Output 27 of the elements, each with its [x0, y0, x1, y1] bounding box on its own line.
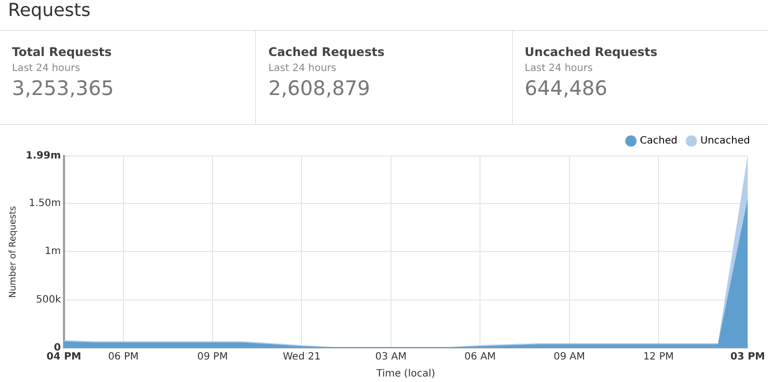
text: Last 24 hours [524, 63, 594, 74]
y-tick-label: 1m [44, 246, 61, 258]
x-tick-label: 04 PM [46, 352, 82, 363]
y-tick-label: 1.99m [26, 150, 61, 162]
text: Total Requests [12, 45, 113, 59]
text: 2,608,879 [268, 76, 372, 100]
x-tick-label: 09 AM [554, 352, 585, 363]
x-tick-label: Wed 21 [282, 352, 321, 363]
y-tick-label: 1.50m [28, 198, 61, 209]
text: Cached Requests [268, 45, 386, 59]
x-axis-title: Time (local) [375, 368, 436, 380]
x-tick-label: 03 AM [375, 352, 407, 363]
x-tick-label: 09 PM [197, 352, 228, 363]
y-tick-label: 500k [36, 294, 62, 306]
text: Last 24 hours [12, 63, 82, 74]
x-tick-label: 03 PM [730, 352, 766, 363]
legend-label: Uncached [700, 136, 750, 147]
y-axis-title: Number of Requests [8, 206, 19, 298]
legend-label: Cached [640, 136, 678, 147]
text: 644,486 [524, 76, 608, 100]
text: Requests [0, 0, 768, 31]
text: 3,253,365 [12, 76, 115, 100]
x-tick-label: 06 PM [108, 352, 139, 363]
text: Uncached Requests [524, 45, 658, 59]
x-tick-label: 12 PM [643, 352, 674, 363]
text: Last 24 hours [268, 63, 338, 74]
x-tick-label: 06 AM [464, 352, 496, 363]
